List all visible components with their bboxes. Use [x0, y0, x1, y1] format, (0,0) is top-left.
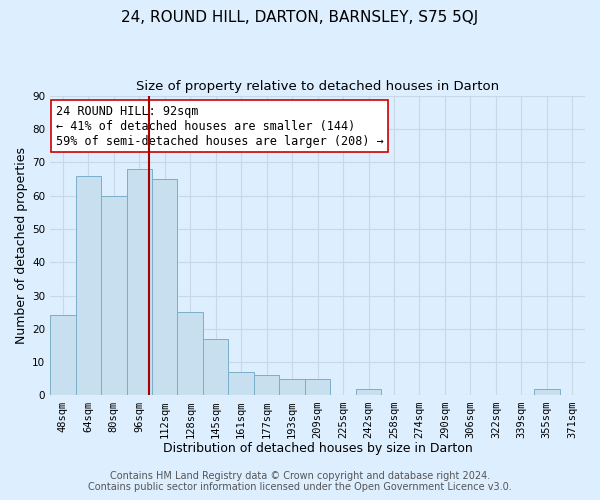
- Bar: [152, 179, 178, 396]
- Bar: [534, 389, 560, 396]
- Bar: [127, 169, 152, 396]
- Bar: [356, 389, 381, 396]
- Bar: [101, 196, 127, 396]
- Y-axis label: Number of detached properties: Number of detached properties: [15, 147, 28, 344]
- Title: Size of property relative to detached houses in Darton: Size of property relative to detached ho…: [136, 80, 499, 93]
- Text: Contains HM Land Registry data © Crown copyright and database right 2024.
Contai: Contains HM Land Registry data © Crown c…: [88, 471, 512, 492]
- Bar: [229, 372, 254, 396]
- Bar: [50, 316, 76, 396]
- Bar: [305, 379, 331, 396]
- Bar: [254, 376, 280, 396]
- Bar: [280, 379, 305, 396]
- Bar: [76, 176, 101, 396]
- Text: 24, ROUND HILL, DARTON, BARNSLEY, S75 5QJ: 24, ROUND HILL, DARTON, BARNSLEY, S75 5Q…: [121, 10, 479, 25]
- Bar: [203, 339, 229, 396]
- Bar: [178, 312, 203, 396]
- X-axis label: Distribution of detached houses by size in Darton: Distribution of detached houses by size …: [163, 442, 472, 455]
- Text: 24 ROUND HILL: 92sqm
← 41% of detached houses are smaller (144)
59% of semi-deta: 24 ROUND HILL: 92sqm ← 41% of detached h…: [56, 104, 383, 148]
